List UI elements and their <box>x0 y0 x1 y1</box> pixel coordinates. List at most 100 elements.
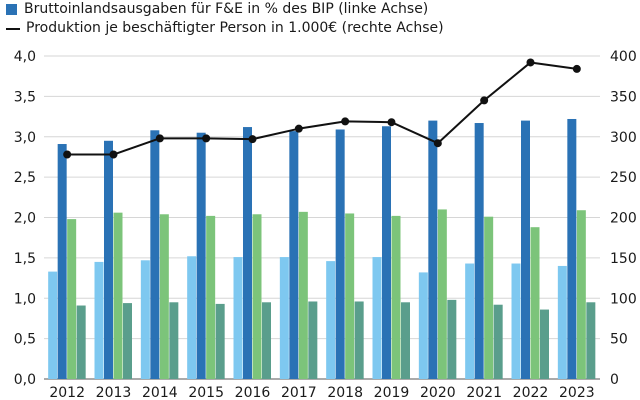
x-tick-label: 2012 <box>49 385 85 400</box>
bar-1-2020 <box>418 272 428 379</box>
bar-2-2015 <box>206 215 216 379</box>
bar-3-2012 <box>76 305 86 379</box>
bar-1-2017 <box>279 257 289 379</box>
line-series <box>63 58 581 159</box>
x-tick-label: 2022 <box>513 385 549 400</box>
bar-1-2019 <box>372 257 382 379</box>
bar-3-2014 <box>169 302 179 379</box>
x-tick-label: 2017 <box>281 385 317 400</box>
bar-0-2013 <box>104 140 113 379</box>
production-point-2013 <box>109 150 118 159</box>
bar-3-2020 <box>447 299 457 379</box>
bar-3-2021 <box>493 304 503 379</box>
legend-swatch-line <box>6 27 20 30</box>
y-left-tick-label: 1,5 <box>14 251 36 267</box>
axes: 0,0 0 0,5 50 1,0 100 1,5 150 2,0 200 2,5 250 3,0 300 3… <box>14 49 637 400</box>
x-tick-label: 2023 <box>559 385 595 400</box>
bar-2-2016 <box>252 214 262 379</box>
bar-0-2018 <box>335 129 345 379</box>
production-point-2020 <box>433 139 442 148</box>
x-tick-label: 2019 <box>374 385 410 400</box>
production-point-2023 <box>572 64 581 73</box>
bar-2-2019 <box>391 215 401 379</box>
production-line <box>67 61 577 156</box>
bars <box>48 118 596 380</box>
y-right-tick-label: 400 <box>610 49 637 65</box>
legend-label-production: Produktion je beschäftigter Person in 1.… <box>26 20 444 36</box>
y-left-tick-label: 0,5 <box>14 332 36 348</box>
bar-2-2022 <box>530 227 540 379</box>
production-point-2016 <box>248 135 257 144</box>
bar-0-2015 <box>196 132 206 379</box>
bar-1-2014 <box>140 260 150 379</box>
production-point-2014 <box>155 134 164 143</box>
bar-1-2012 <box>48 271 58 379</box>
bar-2-2023 <box>576 210 586 379</box>
bar-1-2016 <box>233 257 243 379</box>
x-tick-label: 2015 <box>188 385 224 400</box>
bar-0-2016 <box>243 127 252 379</box>
bar-0-2017 <box>289 131 299 379</box>
bar-3-2023 <box>586 302 596 379</box>
bar-1-2022 <box>511 263 521 379</box>
bar-0-2021 <box>474 123 484 380</box>
production-point-2017 <box>294 124 303 133</box>
y-left-tick-label: 3,0 <box>14 130 36 146</box>
legend-label-rd-expenditure: Bruttoinlandsausgaben für F&E in % des B… <box>24 1 429 17</box>
bar-0-2012 <box>57 144 67 379</box>
bar-1-2015 <box>187 256 197 379</box>
bar-2-2018 <box>345 213 355 379</box>
y-left-tick-label: 2,5 <box>14 170 36 186</box>
bar-0-2022 <box>521 120 530 379</box>
grid-lines <box>44 55 600 380</box>
bar-3-2022 <box>540 309 549 379</box>
bar-0-2019 <box>382 126 391 379</box>
legend-swatch-square <box>6 4 17 15</box>
bar-1-2023 <box>557 265 567 379</box>
x-tick-label: 2020 <box>420 385 456 400</box>
legend: Bruttoinlandsausgaben für F&E in % des B… <box>6 0 636 40</box>
y-right-tick-label: 350 <box>610 89 637 105</box>
bar-3-2013 <box>123 303 132 379</box>
y-left-tick-label: 0,0 <box>14 372 36 388</box>
bar-0-2014 <box>150 130 160 379</box>
bar-0-2020 <box>428 120 438 379</box>
production-point-2021 <box>480 96 489 105</box>
bar-1-2018 <box>326 261 336 379</box>
y-right-tick-label: 200 <box>610 211 637 227</box>
bar-2-2020 <box>437 209 447 379</box>
production-point-2012 <box>63 150 72 159</box>
y-right-tick-label: 100 <box>610 291 637 307</box>
bar-2-2014 <box>159 214 169 379</box>
x-tick-label: 2021 <box>466 385 502 400</box>
y-right-tick-label: 0 <box>610 372 619 388</box>
bar-2-2012 <box>67 219 77 379</box>
legend-item-production: Produktion je beschäftigter Person in 1.… <box>6 19 636 38</box>
x-tick-label: 2013 <box>96 385 132 400</box>
bar-3-2018 <box>354 301 364 379</box>
production-point-2018 <box>341 117 350 126</box>
y-right-tick-label: 300 <box>610 130 637 146</box>
y-left-tick-label: 3,5 <box>14 89 36 105</box>
bar-3-2016 <box>262 302 271 379</box>
bar-3-2015 <box>215 303 225 379</box>
production-point-2022 <box>526 58 535 67</box>
bar-3-2017 <box>308 301 318 379</box>
y-left-tick-label: 2,0 <box>14 211 36 227</box>
bar-1-2013 <box>94 261 104 379</box>
bar-2-2017 <box>298 211 308 379</box>
legend-item-rd-expenditure: Bruttoinlandsausgaben für F&E in % des B… <box>6 0 636 19</box>
bar-1-2021 <box>465 263 475 379</box>
production-point-2015 <box>202 134 211 143</box>
bar-3-2019 <box>401 302 410 379</box>
production-point-2019 <box>387 118 396 127</box>
y-right-tick-label: 150 <box>610 251 637 267</box>
x-tick-label: 2018 <box>327 385 363 400</box>
x-tick-label: 2014 <box>142 385 178 400</box>
y-left-tick-label: 1,0 <box>14 291 36 307</box>
bar-0-2023 <box>567 118 577 380</box>
bar-2-2021 <box>484 216 494 379</box>
y-right-tick-label: 50 <box>610 332 628 348</box>
y-left-tick-label: 4,0 <box>14 49 36 65</box>
